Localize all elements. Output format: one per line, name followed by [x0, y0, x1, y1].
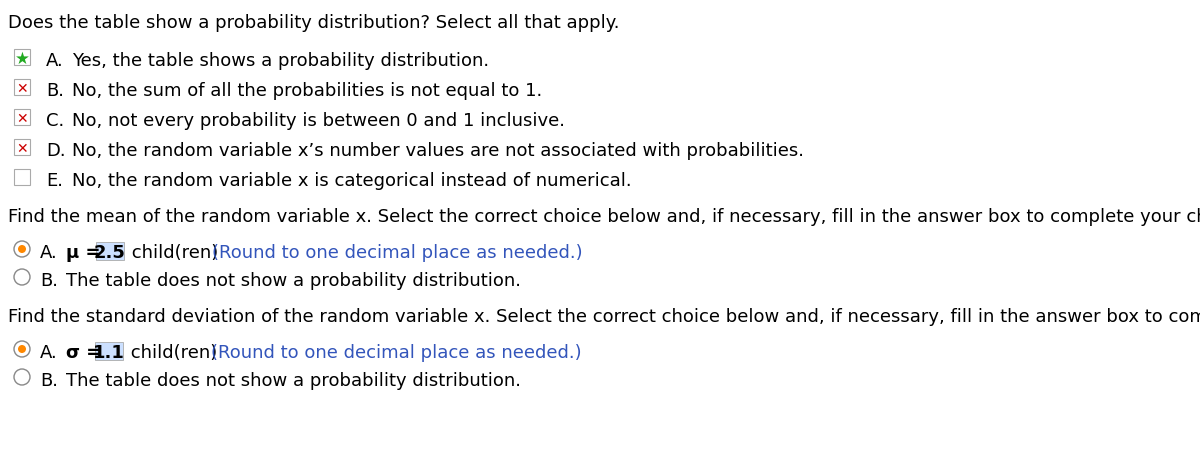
- Text: ★: ★: [14, 50, 30, 68]
- Text: The table does not show a probability distribution.: The table does not show a probability di…: [66, 371, 521, 389]
- Text: ✕: ✕: [16, 112, 28, 126]
- Text: No, the random variable x is categorical instead of numerical.: No, the random variable x is categorical…: [72, 172, 631, 189]
- Text: σ =: σ =: [66, 343, 108, 361]
- Text: No, the random variable x’s number values are not associated with probabilities.: No, the random variable x’s number value…: [72, 142, 804, 160]
- Text: No, the sum of all the probabilities is not equal to 1.: No, the sum of all the probabilities is …: [72, 82, 542, 100]
- Text: ✕: ✕: [16, 82, 28, 96]
- Text: D.: D.: [46, 142, 66, 160]
- FancyBboxPatch shape: [14, 110, 30, 126]
- Text: A.: A.: [40, 343, 58, 361]
- Circle shape: [18, 345, 26, 353]
- FancyBboxPatch shape: [14, 50, 30, 66]
- Text: E.: E.: [46, 172, 64, 189]
- Text: (Round to one decimal place as needed.): (Round to one decimal place as needed.): [212, 244, 583, 262]
- Text: 1.1: 1.1: [92, 343, 125, 361]
- Text: C.: C.: [46, 112, 65, 130]
- Text: 2.5: 2.5: [94, 244, 126, 262]
- Text: Find the mean of the random variable x. Select the correct choice below and, if : Find the mean of the random variable x. …: [8, 207, 1200, 226]
- FancyBboxPatch shape: [96, 243, 124, 260]
- Text: Find the standard deviation of the random variable x. Select the correct choice : Find the standard deviation of the rando…: [8, 307, 1200, 325]
- Text: Yes, the table shows a probability distribution.: Yes, the table shows a probability distr…: [72, 52, 490, 70]
- FancyBboxPatch shape: [95, 342, 122, 360]
- Text: B.: B.: [40, 272, 58, 290]
- Text: B.: B.: [46, 82, 64, 100]
- FancyBboxPatch shape: [14, 170, 30, 186]
- Text: Does the table show a probability distribution? Select all that apply.: Does the table show a probability distri…: [8, 14, 619, 32]
- Text: A.: A.: [40, 244, 58, 262]
- Text: B.: B.: [40, 371, 58, 389]
- Text: μ =: μ =: [66, 244, 107, 262]
- Text: (Round to one decimal place as needed.): (Round to one decimal place as needed.): [211, 343, 582, 361]
- Text: The table does not show a probability distribution.: The table does not show a probability di…: [66, 272, 521, 290]
- Circle shape: [18, 245, 26, 253]
- FancyBboxPatch shape: [14, 80, 30, 96]
- Text: child(ren): child(ren): [126, 244, 224, 262]
- Text: ✕: ✕: [16, 142, 28, 156]
- FancyBboxPatch shape: [14, 140, 30, 156]
- Text: child(ren): child(ren): [125, 343, 223, 361]
- Text: A.: A.: [46, 52, 64, 70]
- Text: No, not every probability is between 0 and 1 inclusive.: No, not every probability is between 0 a…: [72, 112, 565, 130]
